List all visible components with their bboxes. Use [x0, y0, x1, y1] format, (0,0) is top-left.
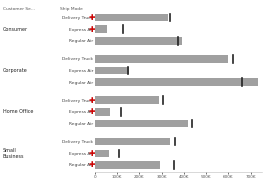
- Bar: [95, 138, 170, 146]
- Text: ✚: ✚: [89, 160, 95, 170]
- Text: ✚: ✚: [89, 13, 95, 22]
- Bar: [95, 55, 228, 63]
- Text: ✚: ✚: [89, 96, 95, 105]
- Bar: [95, 67, 129, 74]
- Text: Consumer: Consumer: [3, 27, 28, 32]
- Bar: [95, 25, 107, 33]
- Text: ✚: ✚: [89, 149, 95, 158]
- Text: ✚: ✚: [89, 25, 95, 34]
- Text: Ship Mode: Ship Mode: [60, 7, 83, 11]
- Bar: [95, 14, 168, 21]
- Bar: [95, 149, 109, 157]
- Text: ✚: ✚: [89, 107, 95, 116]
- Text: Home Office: Home Office: [3, 109, 33, 114]
- Text: Customer Se...: Customer Se...: [3, 7, 35, 11]
- Bar: [95, 120, 188, 127]
- Bar: [95, 161, 160, 169]
- Text: Small
Business: Small Business: [3, 148, 24, 159]
- Bar: [95, 96, 159, 104]
- Bar: [95, 37, 182, 45]
- Bar: [95, 78, 258, 86]
- Bar: [95, 108, 110, 116]
- Text: Corporate: Corporate: [3, 68, 28, 73]
